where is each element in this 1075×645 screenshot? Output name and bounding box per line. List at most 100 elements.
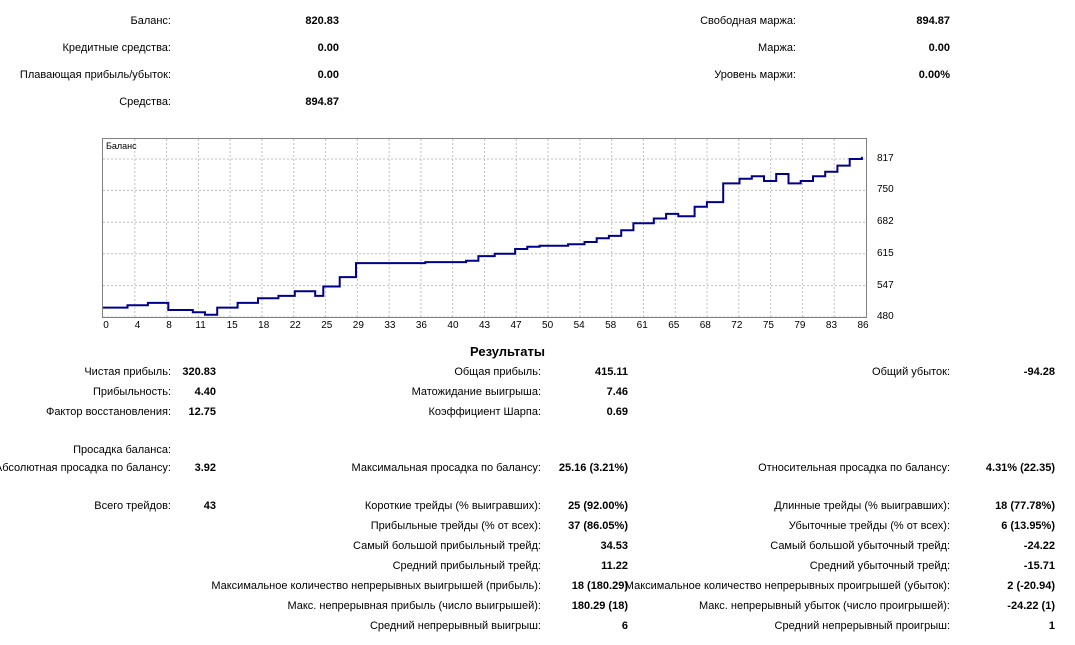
margin-value: 0.00 [928,42,950,54]
balance-value: 820.83 [305,15,339,27]
y-tick-label: 682 [877,216,894,228]
margin-level-label: Уровень маржи: [714,69,796,81]
avg-profit-label: Средний прибыльный трейд: [392,560,541,572]
margin-level-value: 0.00% [918,69,950,81]
abs-drawdown-label: Абсолютная просадка по балансу: [0,462,171,474]
short-trades-label: Короткие трейды (% выигравших): [364,500,541,512]
max-cons-losses-label: Максимальное количество непрерывных прои… [624,580,950,592]
profitability-value: 4.40 [194,386,216,398]
avg-cons-wins-value: 6 [621,620,628,632]
x-tick-label: 33 [384,320,396,331]
equity-value: 894.87 [305,96,339,108]
x-tick-label: 25 [321,320,333,331]
total-trades-label: Всего трейдов: [94,500,171,512]
floating-pl-label: Плавающая прибыль/убыток: [19,69,171,81]
x-tick-label: 68 [699,320,711,331]
largest-profit-label: Самый большой прибыльный трейд: [353,540,541,552]
y-tick-label: 615 [877,247,894,259]
x-tick-label: 86 [857,320,869,331]
x-tick-label: 29 [352,320,364,331]
rel-drawdown-value: 4.31% (22.35) [985,462,1055,474]
y-tick-label: 480 [877,311,894,322]
margin-label: Маржа: [757,42,796,54]
x-tick-label: 18 [258,320,270,331]
profit-trades-label: Прибыльные трейды (% от всех): [370,520,541,532]
sharpe-value: 0.69 [606,406,628,418]
x-tick-label: 40 [447,320,459,331]
x-tick-label: 15 [226,320,238,331]
largest-loss-value: -24.22 [1023,540,1055,552]
avg-cons-losses-value: 1 [1048,620,1055,632]
x-tick-label: 58 [605,320,617,331]
loss-trades-value: 6 (13.95%) [1001,520,1055,532]
gross-loss-value: -94.28 [1023,366,1055,378]
max-drawdown-label: Максимальная просадка по балансу: [351,462,541,474]
max-drawdown-value: 25.16 (3.21%) [558,462,628,474]
x-tick-label: 36 [415,320,427,331]
expected-payoff-value: 7.46 [606,386,628,398]
credit-label: Кредитные средства: [62,42,171,54]
balance-chart-plot [103,139,866,317]
x-tick-label: 8 [166,320,172,331]
balance-line [103,156,863,316]
avg-loss-label: Средний убыточный трейд: [809,560,950,572]
recovery-factor-value: 12.75 [188,406,216,418]
x-tick-label: 79 [794,320,806,331]
max-cons-losses-value: 2 (-20.94) [1007,580,1055,592]
x-tick-label: 0 [103,320,109,331]
max-cons-wins-value: 18 (180.29) [571,580,628,592]
gross-loss-label: Общий убыток: [872,366,950,378]
floating-pl-value: 0.00 [317,69,339,81]
results-title: Результаты [470,344,545,359]
short-trades-value: 25 (92.00%) [568,500,628,512]
x-tick-label: 22 [289,320,301,331]
sharpe-label: Коэффициент Шарпа: [428,406,541,418]
rel-drawdown-label: Относительная просадка по балансу: [758,462,950,474]
avg-cons-losses-label: Средний непрерывный проигрыш: [774,620,950,632]
x-tick-label: 65 [668,320,680,331]
largest-profit-value: 34.53 [600,540,628,552]
x-tick-label: 11 [195,320,206,331]
y-tick-label: 547 [877,279,894,291]
largest-loss-label: Самый большой убыточный трейд: [770,540,950,552]
avg-loss-value: -15.71 [1023,560,1055,572]
y-tick-label: 750 [877,184,894,196]
max-cons-wins-label: Максимальное количество непрерывных выиг… [211,580,541,592]
loss-trades-label: Убыточные трейды (% от всех): [788,520,950,532]
x-tick-label: 50 [542,320,554,331]
x-tick-label: 83 [825,320,838,331]
free-margin-label: Свободная маржа: [700,15,796,27]
y-tick-label: 817 [877,153,894,164]
x-tick-label: 43 [478,320,491,331]
abs-drawdown-value: 3.92 [194,462,216,474]
equity-label: Средства: [119,96,171,108]
long-trades-value: 18 (77.78%) [995,500,1055,512]
chart-title: Баланс [106,141,137,151]
max-cons-profit-label: Макс. непрерывная прибыль (число выигрыш… [287,600,541,612]
max-cons-profit-value: 180.29 (18) [571,600,628,612]
x-tick-label: 61 [636,320,648,331]
avg-profit-value: 11.22 [601,560,628,572]
profitability-label: Прибыльность: [92,386,171,398]
avg-cons-wins-label: Средний непрерывный выигрыш: [369,620,541,632]
gross-profit-value: 415.11 [594,366,628,378]
x-tick-label: 4 [134,320,141,331]
long-trades-label: Длинные трейды (% выигравших): [774,500,950,512]
x-tick-label: 75 [762,320,774,331]
profit-trades-value: 37 (86.05%) [568,520,628,532]
x-tick-label: 72 [731,320,743,331]
credit-value: 0.00 [317,42,339,54]
net-profit-label: Чистая прибыль: [84,366,171,378]
recovery-factor-label: Фактор восстановления: [45,406,171,418]
max-cons-loss-value: -24.22 (1) [1007,600,1055,612]
balance-label: Баланс: [130,15,171,27]
x-tick-label: 47 [510,320,522,331]
balance-chart [102,138,867,318]
total-trades-value: 43 [203,500,216,512]
x-tick-label: 54 [573,320,585,331]
net-profit-value: 320.83 [182,366,216,378]
max-cons-loss-label: Макс. непрерывный убыток (число проигрыш… [698,600,950,612]
free-margin-value: 894.87 [916,15,950,27]
gross-profit-label: Общая прибыль: [454,366,541,378]
drawdown-header: Просадка баланса: [73,444,171,456]
